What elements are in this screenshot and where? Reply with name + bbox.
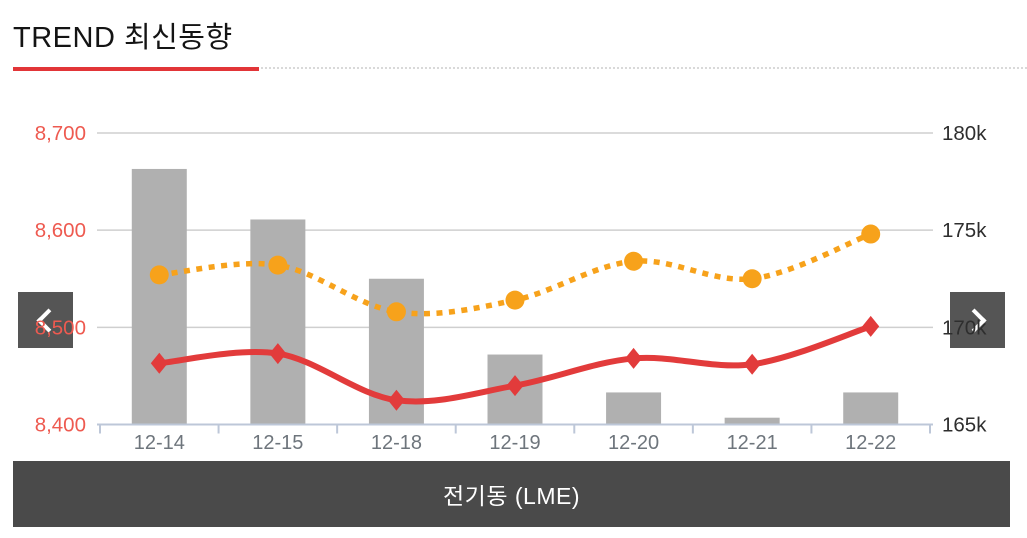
circle-marker [386, 302, 406, 322]
circle-marker [624, 251, 644, 271]
right-axis-label: 175k [942, 219, 987, 242]
title-underline [13, 67, 1027, 71]
bar [250, 219, 306, 425]
right-axis-label: 180k [942, 122, 987, 145]
x-axis-label: 12-15 [252, 432, 303, 454]
x-axis-label: 12-21 [727, 432, 778, 454]
solid-line-series [156, 323, 874, 405]
bar [487, 354, 543, 425]
diamond-marker [506, 375, 524, 397]
diamond-marker [387, 389, 405, 411]
dotted-line-series [159, 231, 872, 317]
circle-marker [505, 290, 525, 310]
series-title-bar: 전기동 (LME) [13, 461, 1010, 527]
x-axis-label: 12-18 [371, 432, 422, 454]
series-title-label: 전기동 (LME) [443, 483, 580, 509]
circle-marker [742, 269, 762, 289]
circle-marker [268, 255, 288, 275]
bar [131, 168, 187, 425]
left-axis-label: 8,700 [35, 122, 86, 145]
prev-button[interactable] [18, 292, 73, 348]
x-axis-label: 12-14 [134, 432, 185, 454]
diamond-marker [269, 343, 287, 365]
circle-marker [861, 224, 881, 244]
x-axis-label: 12-22 [845, 432, 896, 454]
title-underline-accent [13, 67, 259, 71]
bar [606, 392, 662, 425]
x-axis-label: 12-20 [608, 432, 659, 454]
chevron-right-icon [962, 307, 987, 333]
diamond-marker [625, 347, 643, 369]
next-button[interactable] [950, 292, 1005, 348]
right-axis-label: 165k [942, 414, 987, 437]
x-axis-label: 12-19 [489, 432, 540, 454]
diamond-marker [150, 352, 168, 374]
diamond-marker [743, 353, 761, 375]
bar [724, 417, 780, 425]
diamond-marker [862, 315, 880, 337]
bar [368, 278, 424, 425]
bar [843, 392, 899, 425]
left-axis-label: 8,600 [35, 219, 86, 242]
circle-marker [149, 265, 169, 285]
left-axis-label: 8,400 [35, 414, 86, 437]
page-title: TREND 최신동향 [13, 22, 233, 54]
chevron-left-icon [36, 307, 61, 333]
